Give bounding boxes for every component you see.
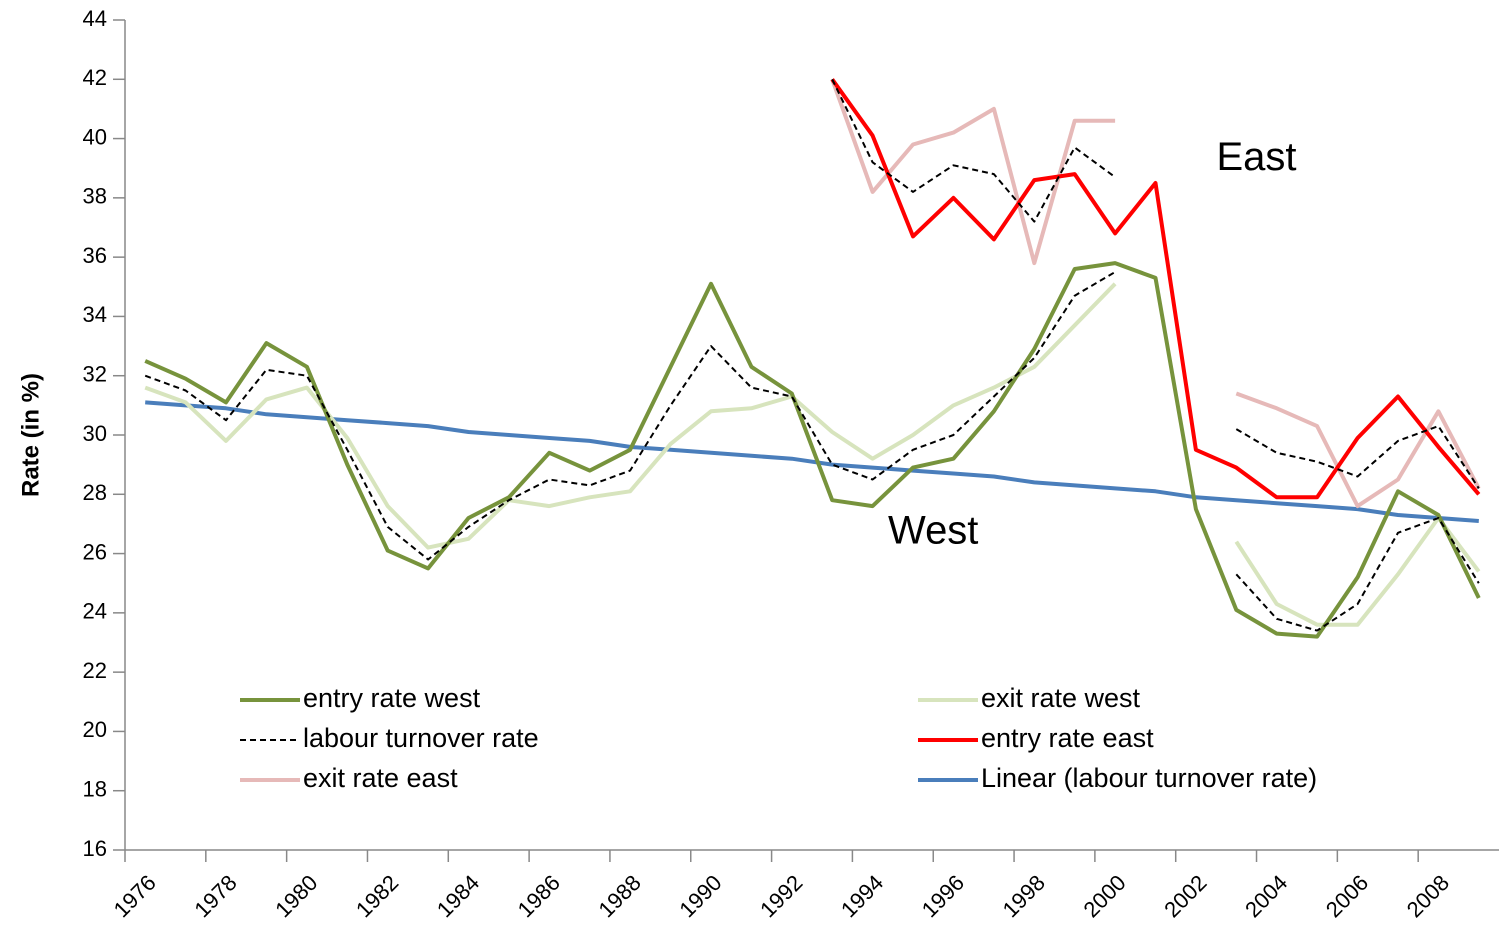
x-tick-label: 2002: [1159, 870, 1211, 922]
y-tick-label: 16: [83, 836, 107, 861]
y-tick-label: 32: [83, 362, 107, 387]
annotation-bg: [1181, 131, 1332, 188]
legend-label: entry rate east: [981, 723, 1154, 753]
legend-label: entry rate west: [303, 683, 481, 713]
series-line: [831, 78, 1480, 489]
x-tick-label: 1988: [593, 870, 645, 922]
y-tick-label: 24: [83, 599, 107, 624]
annotation: East: [1217, 135, 1297, 179]
series-line: [144, 282, 1481, 627]
y-tick-label: 26: [83, 539, 107, 564]
series-line: [830, 78, 1481, 500]
x-tick-label: 1976: [109, 870, 161, 922]
legend-label: Linear (labour turnover rate): [981, 763, 1317, 793]
series-line: [830, 78, 1481, 509]
series-line: [145, 400, 1479, 523]
x-tick-label: 1980: [270, 870, 322, 922]
y-axis-label: Rate (in %): [17, 373, 44, 497]
y-tick-label: 42: [83, 65, 107, 90]
x-tick-label: 1978: [189, 870, 241, 922]
y-tick-label: 36: [83, 243, 107, 268]
legend-label: labour turnover rate: [303, 723, 539, 753]
x-tick-label: 1982: [351, 870, 403, 922]
x-tick-label: 1990: [674, 870, 726, 922]
y-tick-label: 18: [83, 777, 107, 802]
y-tick-label: 40: [83, 124, 107, 149]
x-tick-label: 1996: [917, 870, 969, 922]
series-line: [144, 261, 1481, 639]
x-tick-label: 2008: [1402, 870, 1454, 922]
legend-label: exit rate west: [981, 683, 1141, 713]
x-tick-label: 2006: [1321, 870, 1373, 922]
annotation-bg: [858, 504, 1009, 561]
x-tick-label: 1986: [513, 870, 565, 922]
y-tick-label: 44: [83, 6, 107, 31]
y-tick-label: 34: [83, 302, 107, 327]
legend-label: exit rate east: [303, 763, 458, 793]
y-tick-label: 20: [83, 717, 107, 742]
x-tick-label: 2000: [1078, 870, 1130, 922]
x-tick-label: 2004: [1240, 870, 1292, 922]
y-tick-label: 30: [83, 421, 107, 446]
y-tick-label: 38: [83, 184, 107, 209]
y-tick-label: 22: [83, 658, 107, 683]
series-line: [144, 271, 1480, 632]
y-tick-label: 28: [83, 480, 107, 505]
x-tick-label: 1994: [836, 870, 888, 922]
x-tick-label: 1998: [998, 870, 1050, 922]
annotation: West: [888, 508, 978, 552]
x-tick-label: 1984: [432, 870, 484, 922]
x-tick-label: 1992: [755, 870, 807, 922]
